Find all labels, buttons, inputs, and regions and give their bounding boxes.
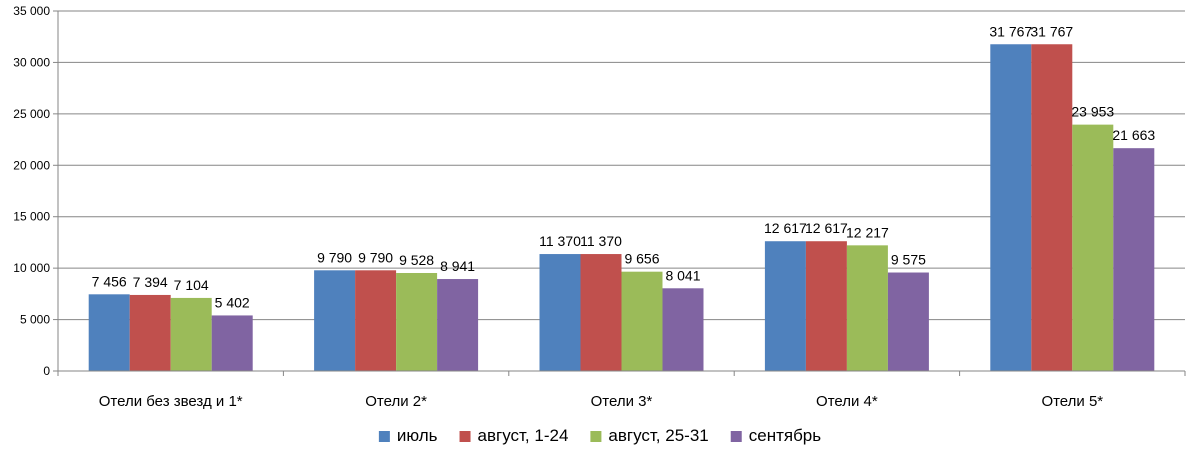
y-tick-label: 5 000 — [20, 313, 50, 327]
data-label: 7 456 — [92, 273, 127, 289]
bar — [539, 254, 581, 371]
y-tick-label: 20 000 — [13, 158, 50, 172]
data-label: 5 402 — [215, 294, 250, 310]
data-label: 31 767 — [1030, 23, 1073, 39]
legend-swatch — [459, 431, 471, 442]
y-tick-label: 25 000 — [13, 107, 50, 121]
data-label: 9 528 — [399, 252, 434, 268]
bar — [1072, 124, 1114, 372]
category-label: Отели 5* — [1041, 393, 1103, 410]
data-label: 9 790 — [317, 249, 352, 265]
bar — [355, 270, 397, 371]
data-label: 9 656 — [624, 251, 659, 267]
y-tick-label: 30 000 — [13, 55, 50, 69]
legend-label: август, 1-24 — [478, 426, 569, 445]
bar — [580, 254, 622, 371]
y-tick-label: 15 000 — [13, 210, 50, 224]
bar — [846, 245, 888, 371]
data-label: 8 941 — [440, 258, 475, 274]
legend-swatch — [730, 431, 742, 442]
data-label: 23 953 — [1071, 104, 1114, 120]
bar — [437, 279, 479, 371]
bar — [887, 272, 929, 371]
bar — [129, 294, 171, 371]
bar — [314, 270, 356, 371]
bar — [396, 272, 438, 371]
bars — [88, 44, 1155, 372]
legend-label: сентябрь — [749, 426, 822, 445]
data-label: 12 217 — [846, 224, 889, 240]
data-label: 8 041 — [665, 267, 700, 283]
category-label: Отели 3* — [591, 393, 653, 410]
data-label: 7 394 — [133, 274, 168, 290]
y-tick-label: 10 000 — [13, 261, 50, 275]
bar — [170, 297, 212, 371]
bar — [1031, 44, 1073, 371]
y-tick-label: 0 — [43, 364, 50, 378]
bar — [990, 44, 1032, 371]
data-label: 11 370 — [580, 233, 622, 249]
data-label: 21 663 — [1112, 127, 1155, 143]
y-axis-ticks: 0 5 000 10 000 15 000 20 000 25 000 30 000 35 0… — [13, 4, 58, 378]
legend-label: июль — [397, 426, 438, 445]
legend-swatch — [590, 431, 602, 442]
x-axis-categories: Отели без звезд и 1* Отели 2* Отели 3* Отел… — [99, 393, 1104, 410]
data-label: 12 617 — [764, 220, 807, 236]
bar — [211, 315, 253, 371]
bar — [805, 241, 847, 371]
bar — [88, 294, 130, 371]
data-label: 11 370 — [539, 233, 581, 249]
y-tick-label: 35 000 — [13, 4, 50, 18]
data-label: 31 767 — [989, 23, 1032, 39]
bar — [1113, 148, 1155, 371]
bar — [764, 241, 806, 371]
data-label: 9 575 — [891, 252, 926, 268]
category-label: Отели 4* — [816, 393, 878, 410]
gridlines — [58, 10, 1185, 321]
bar — [662, 288, 704, 371]
axes — [57, 11, 1186, 376]
bar — [621, 271, 663, 371]
data-labels: 7 456 7 394 7 104 5 402 9 790 9 790 9 528 8 941… — [92, 23, 1156, 310]
data-label: 7 104 — [174, 277, 209, 293]
legend: июль август, 1-24 август, 25-31 сентябрь — [378, 426, 822, 445]
data-label: 12 617 — [805, 220, 848, 236]
category-label: Отели без звезд и 1* — [99, 393, 243, 410]
legend-label: август, 25-31 — [608, 426, 708, 445]
category-label: Отели 2* — [365, 393, 427, 410]
data-label: 9 790 — [358, 249, 393, 265]
legend-swatch — [378, 431, 390, 442]
